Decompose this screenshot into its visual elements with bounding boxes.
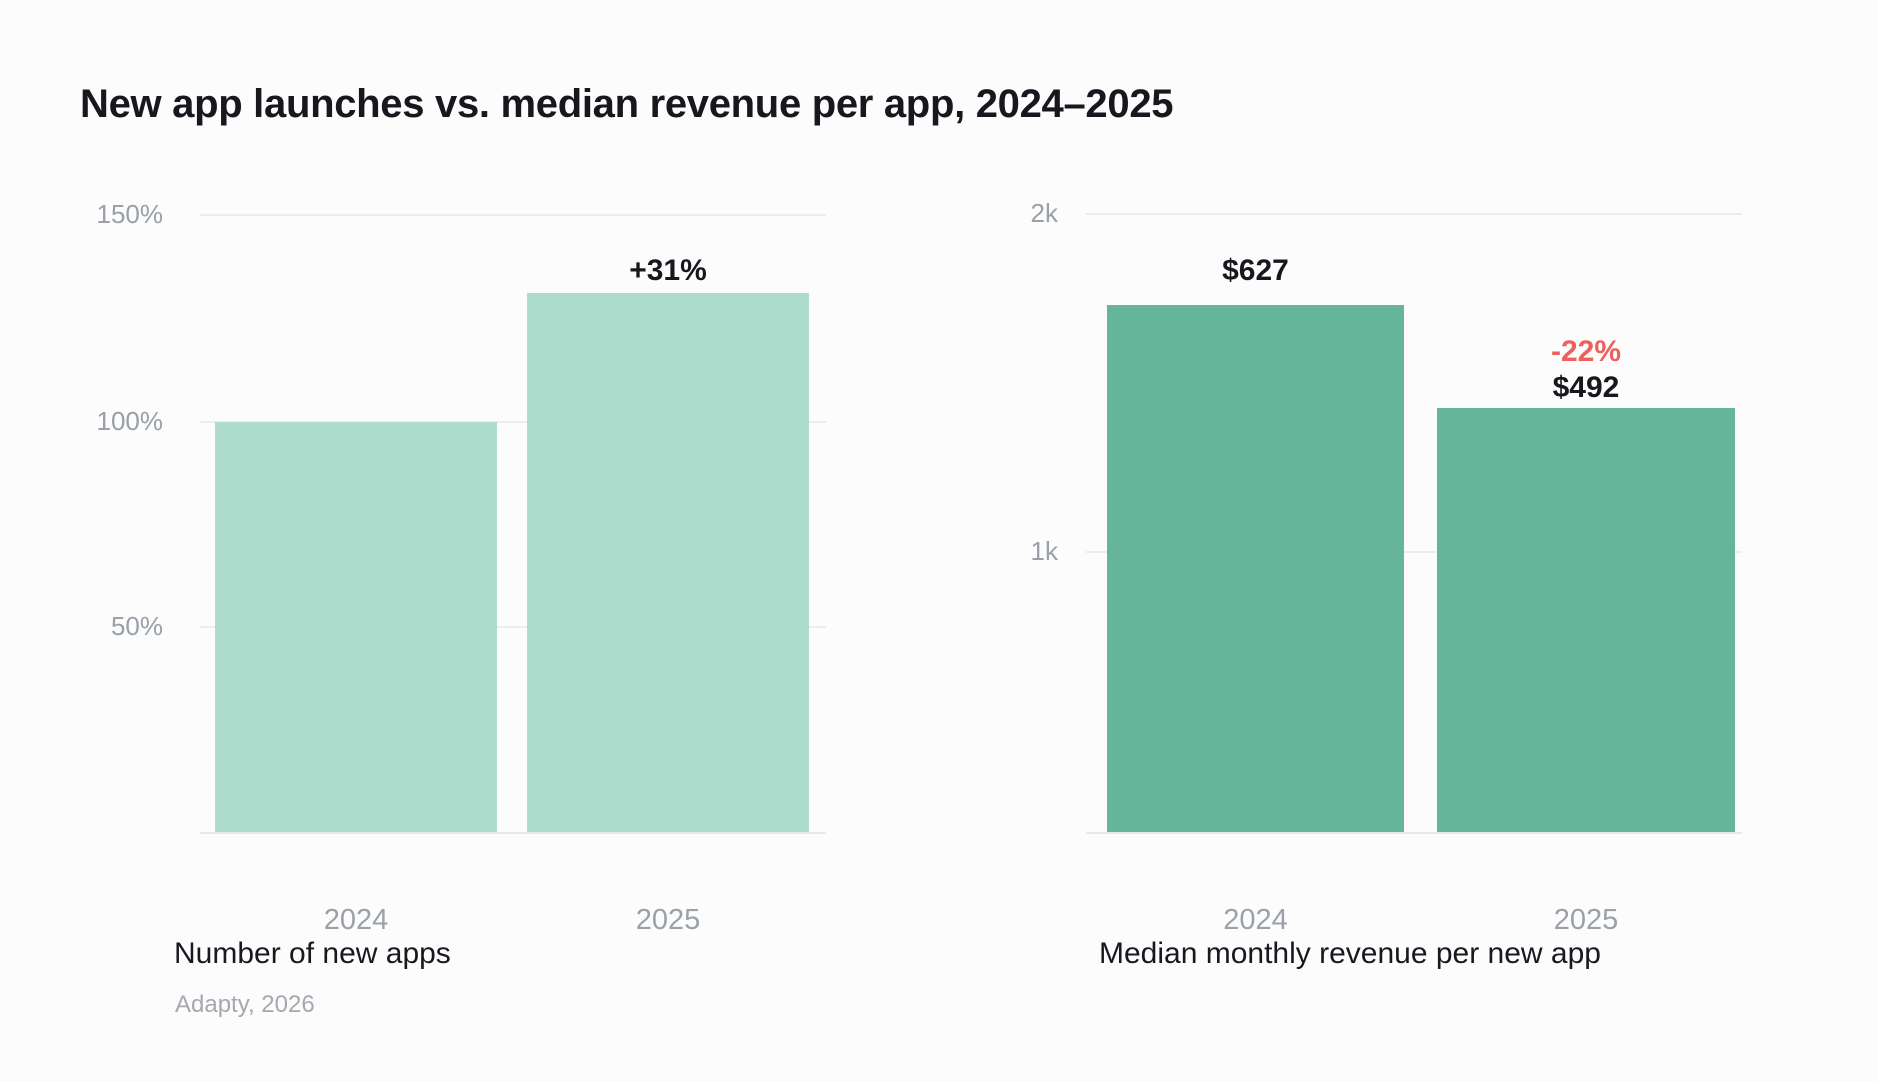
growth-value-label: +31% <box>629 253 707 287</box>
gridline <box>200 420 826 423</box>
gridline <box>200 214 826 216</box>
x-tick-label: 2024 <box>323 904 389 936</box>
bar-annotation: $627 <box>1222 253 1289 289</box>
y-tick-label: 100% <box>96 405 164 436</box>
bar-new-apps-2025: +31% 2025 <box>527 254 809 936</box>
chart-title-revenue: Median monthly revenue per new app <box>1099 937 1601 970</box>
gridline <box>200 626 826 629</box>
x-tick-label: 2025 <box>635 904 701 936</box>
y-tick-label: 1k <box>1030 535 1058 566</box>
source-attribution: Adapty, 2026 <box>175 991 315 1018</box>
x-tick-label: 2024 <box>1223 904 1288 936</box>
x-tick-label: 2025 <box>1553 904 1619 936</box>
x-axis-line <box>1086 832 1742 834</box>
decline-percent-label: -22% <box>1550 335 1622 369</box>
bar-revenue-2025: -22% $492 2025 <box>1437 335 1735 936</box>
y-tick-label: 50% <box>110 611 163 642</box>
page-title: New app launches vs. median revenue per … <box>80 82 1174 126</box>
revenue-value-label: $492 <box>1552 371 1620 405</box>
bar-annotation: +31% <box>629 253 707 289</box>
y-tick-label: 150% <box>96 198 164 229</box>
x-axis-line <box>200 832 826 834</box>
bar-new-apps-2024: 2024 <box>215 421 497 936</box>
bar-revenue-2024: $627 2024 <box>1107 254 1404 936</box>
y-tick-label: 2k <box>1030 197 1058 228</box>
gridline <box>1086 213 1742 215</box>
chart-new-apps-plot: 150% 100% 50% 2024 +31% 2025 <box>97 199 826 936</box>
chart-revenue-plot: 2k 1k $627 2024 -22% $492 2025 <box>1031 198 1742 936</box>
bar-annotation: -22% $492 <box>1551 334 1621 406</box>
gridline <box>1086 550 1742 553</box>
revenue-value-label: $627 <box>1222 254 1289 288</box>
chart-title-new-apps: Number of new apps <box>174 937 451 970</box>
